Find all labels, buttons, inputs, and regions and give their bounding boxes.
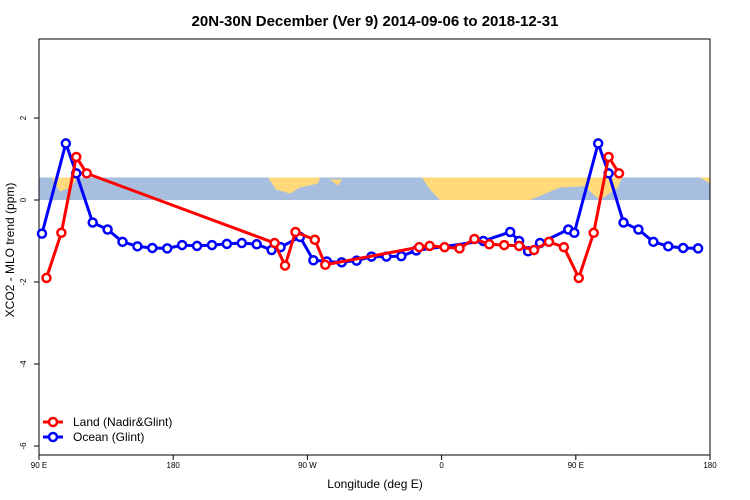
data-point bbox=[147, 242, 158, 254]
series-ocean bbox=[36, 138, 704, 268]
legend-marker bbox=[47, 431, 59, 443]
x-tick-label: 180 bbox=[167, 461, 181, 470]
data-point bbox=[498, 239, 510, 251]
x-tick-label: 180 bbox=[703, 461, 717, 470]
data-point bbox=[71, 151, 82, 163]
y-axis-label: XCO2 - MLO trend (ppm) bbox=[3, 183, 17, 318]
data-point bbox=[543, 236, 555, 248]
series-line bbox=[45, 155, 621, 280]
data-point bbox=[648, 236, 659, 248]
data-point bbox=[573, 272, 585, 284]
data-point bbox=[454, 243, 465, 254]
data-point bbox=[424, 240, 435, 252]
data-point bbox=[206, 239, 218, 251]
series-layer bbox=[36, 138, 704, 284]
data-point bbox=[633, 224, 644, 235]
data-point bbox=[469, 233, 480, 245]
data-point bbox=[618, 217, 629, 228]
y-tick-label: -4 bbox=[19, 360, 28, 368]
data-point bbox=[504, 226, 516, 238]
data-point bbox=[117, 236, 128, 248]
data-point bbox=[320, 259, 331, 271]
data-point bbox=[592, 138, 604, 149]
data-point bbox=[484, 239, 495, 250]
data-point bbox=[558, 241, 570, 253]
x-tick-label: 90 W bbox=[298, 461, 317, 470]
legend-label: Land (Nadir&Glint) bbox=[73, 415, 172, 429]
plot-frame bbox=[38, 38, 711, 456]
data-point bbox=[251, 239, 262, 250]
data-point bbox=[132, 241, 143, 252]
data-point bbox=[528, 244, 540, 256]
y-tick-label: -6 bbox=[19, 442, 28, 450]
data-point bbox=[439, 241, 450, 253]
data-point bbox=[603, 151, 614, 163]
data-point bbox=[41, 272, 52, 284]
chart-title: 20N-30N December (Ver 9) 2014-09-06 to 2… bbox=[192, 13, 559, 30]
map-band-land bbox=[268, 177, 320, 194]
data-point bbox=[396, 250, 407, 262]
x-axis-label: Longitude (deg E) bbox=[327, 477, 422, 491]
series-land bbox=[41, 151, 625, 284]
map-band bbox=[39, 177, 710, 200]
data-point bbox=[569, 227, 580, 239]
y-tick-label: -2 bbox=[19, 278, 28, 286]
x-axis: 90 E 180 90 W 0 90 E 180 bbox=[31, 455, 717, 470]
data-point bbox=[588, 227, 599, 239]
x-tick-label: 0 bbox=[439, 461, 444, 470]
data-point bbox=[279, 260, 291, 271]
x-tick-label: 90 E bbox=[568, 461, 584, 470]
data-point bbox=[513, 240, 525, 252]
map-band-land bbox=[330, 179, 342, 186]
data-point bbox=[161, 243, 173, 254]
data-point bbox=[692, 243, 704, 254]
x-tick-label: 90 E bbox=[31, 461, 47, 470]
y-axis: -6 -4 -2 0 2 bbox=[19, 115, 39, 450]
data-point bbox=[677, 242, 689, 254]
map-band-land bbox=[422, 177, 602, 200]
data-point bbox=[290, 226, 301, 238]
data-point bbox=[662, 241, 674, 252]
data-point bbox=[308, 255, 319, 266]
data-point bbox=[87, 217, 98, 228]
data-point bbox=[236, 237, 248, 249]
data-point bbox=[221, 238, 233, 250]
data-point bbox=[36, 228, 48, 239]
y-tick-label: 0 bbox=[19, 197, 28, 202]
legend-marker bbox=[47, 416, 59, 428]
legend-label: Ocean (Glint) bbox=[73, 430, 144, 444]
data-point bbox=[56, 227, 67, 239]
data-point bbox=[102, 224, 113, 235]
y-tick-label: 2 bbox=[19, 115, 28, 120]
data-point bbox=[269, 237, 280, 249]
data-point bbox=[176, 239, 188, 251]
data-point bbox=[309, 234, 321, 246]
data-point bbox=[191, 240, 203, 252]
data-point bbox=[60, 138, 72, 149]
data-point bbox=[413, 241, 425, 253]
data-point bbox=[613, 168, 625, 179]
data-point bbox=[81, 168, 92, 179]
map-band-land bbox=[700, 177, 710, 184]
legend: Land (Nadir&Glint)Ocean (Glint) bbox=[43, 415, 172, 444]
